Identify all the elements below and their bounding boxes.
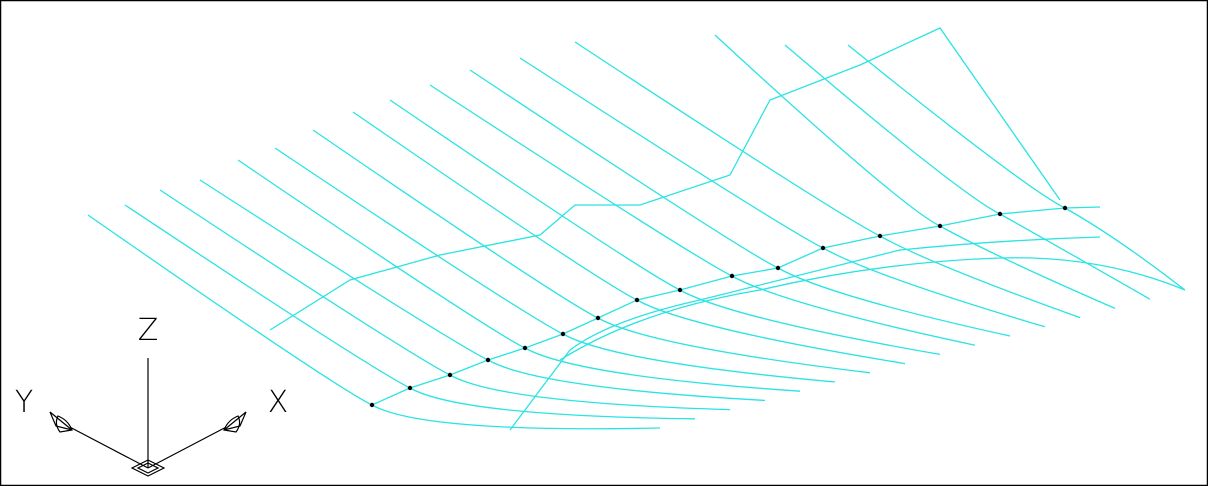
vertex-dot xyxy=(938,224,942,228)
vertex-dot xyxy=(596,316,600,320)
vertex-dot xyxy=(878,234,882,238)
z-label: Z xyxy=(138,313,159,348)
vertex-dot xyxy=(821,246,825,250)
vertex-dot xyxy=(730,274,734,278)
vertex-dot xyxy=(1063,206,1067,210)
vertex-dot xyxy=(561,332,565,336)
vertex-dot xyxy=(370,403,374,407)
y-label: Y xyxy=(15,385,33,420)
x-label: X xyxy=(268,385,289,420)
vertex-dot xyxy=(678,288,682,292)
vertex-dot xyxy=(998,212,1002,216)
vertex-dot xyxy=(523,346,527,350)
page: Z Y X (() => { const data = JSON.parse(d… xyxy=(0,0,1208,486)
vertex-dot xyxy=(408,386,412,390)
vertex-dot xyxy=(776,266,780,270)
vertex-dot xyxy=(486,358,490,362)
cad-viewport: Z Y X xyxy=(0,0,1208,486)
vertex-dot xyxy=(448,373,452,377)
vertex-dot xyxy=(635,298,639,302)
